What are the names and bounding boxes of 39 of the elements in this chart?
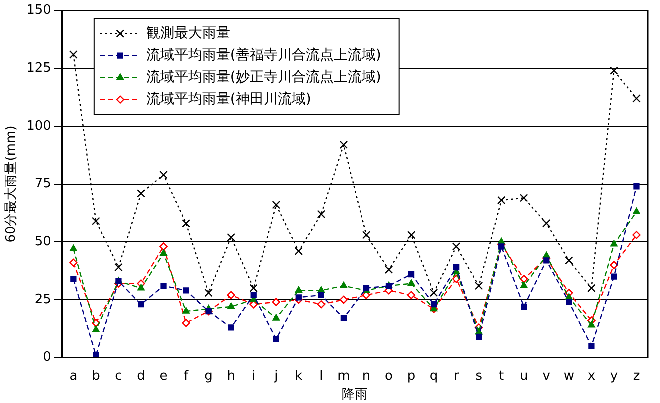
- x-tick-label: o: [385, 368, 394, 384]
- x-tick-label: v: [542, 368, 551, 384]
- y-tick-label: 25: [34, 292, 52, 308]
- x-tick-label: p: [407, 368, 416, 384]
- x-tick-label: f: [184, 368, 189, 384]
- x-tick-label: h: [227, 368, 236, 384]
- legend-label: 観測最大雨量: [146, 25, 230, 42]
- x-tick-label: j: [274, 368, 278, 384]
- y-tick-label: 125: [26, 61, 52, 76]
- y-tick-label: 150: [26, 3, 52, 18]
- x-tick-label: r: [454, 368, 460, 384]
- x-axis-title: 降雨: [342, 388, 368, 403]
- y-tick-label: 50: [34, 234, 52, 250]
- x-tick-label: c: [115, 368, 122, 384]
- x-tick-label: z: [633, 368, 640, 384]
- x-tick-label: q: [430, 368, 438, 384]
- y-tick-label: 75: [34, 176, 52, 192]
- x-tick-label: b: [92, 368, 100, 384]
- x-tick-label: e: [160, 368, 168, 384]
- y-axis-title: 60分最大雨量(mm): [4, 126, 20, 243]
- x-tick-label: w: [564, 368, 575, 384]
- y-tick-label: 0: [43, 350, 52, 366]
- x-tick-label: g: [204, 368, 213, 384]
- x-tick-label: x: [588, 368, 596, 384]
- x-tick-label: l: [320, 368, 324, 384]
- x-tick-label: k: [295, 368, 304, 384]
- x-tick-label: y: [610, 368, 618, 384]
- x-tick-label: d: [137, 368, 146, 384]
- legend-label: 流域平均雨量(妙正寺川合流点上流域): [146, 69, 382, 86]
- x-tick-label: n: [362, 368, 371, 384]
- x-tick-label: m: [338, 368, 350, 384]
- legend-label: 流域平均雨量(神田川流域): [146, 91, 312, 108]
- x-tick-label: u: [520, 368, 528, 384]
- x-tick-label: s: [476, 368, 483, 384]
- y-tick-label: 100: [26, 118, 52, 134]
- x-tick-label: a: [70, 368, 78, 384]
- x-tick-label: i: [252, 368, 256, 384]
- legend-label: 流域平均雨量(善福寺川合流点上流域): [146, 46, 382, 64]
- x-tick-label: t: [499, 368, 504, 384]
